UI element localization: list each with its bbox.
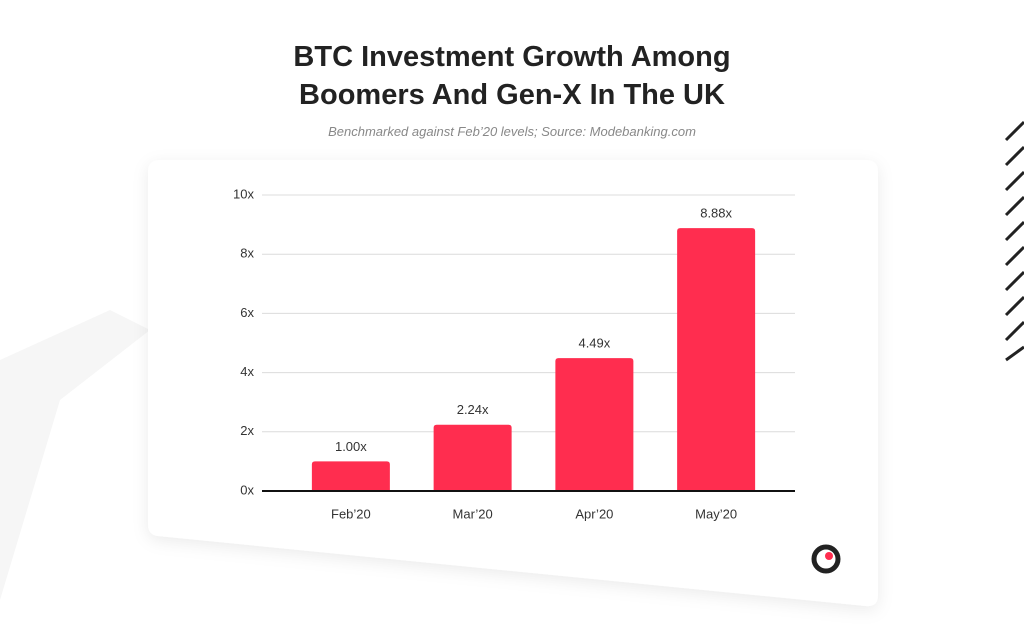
- bar: [555, 358, 634, 491]
- x-tick-label: May’20: [695, 506, 737, 521]
- y-tick-label: 2x: [240, 423, 254, 438]
- value-label: 1.00x: [335, 439, 367, 454]
- y-tick-label: 10x: [233, 186, 254, 201]
- chart-subtitle: Benchmarked against Feb’20 levels; Sourc…: [328, 124, 696, 139]
- y-tick-label: 4x: [240, 364, 254, 379]
- logo: [811, 544, 841, 574]
- value-label: 4.49x: [578, 336, 610, 351]
- value-label: 8.88x: [700, 206, 732, 221]
- card: [148, 160, 878, 607]
- x-tick-label: Mar’20: [453, 506, 493, 521]
- background-arrow: [0, 310, 150, 600]
- x-tick-label: Apr’20: [575, 506, 613, 521]
- bar: [677, 228, 756, 492]
- chart-title: BTC Investment Growth Among Boomers And …: [293, 41, 731, 111]
- value-label: 2.24x: [457, 402, 489, 417]
- y-tick-label: 8x: [240, 246, 254, 261]
- y-tick-label: 0x: [240, 482, 254, 497]
- bar: [433, 424, 512, 491]
- x-tick-label: Feb’20: [331, 506, 371, 521]
- y-tick-label: 6x: [240, 305, 254, 320]
- stripes: [1004, 120, 1024, 362]
- bar: [311, 461, 390, 491]
